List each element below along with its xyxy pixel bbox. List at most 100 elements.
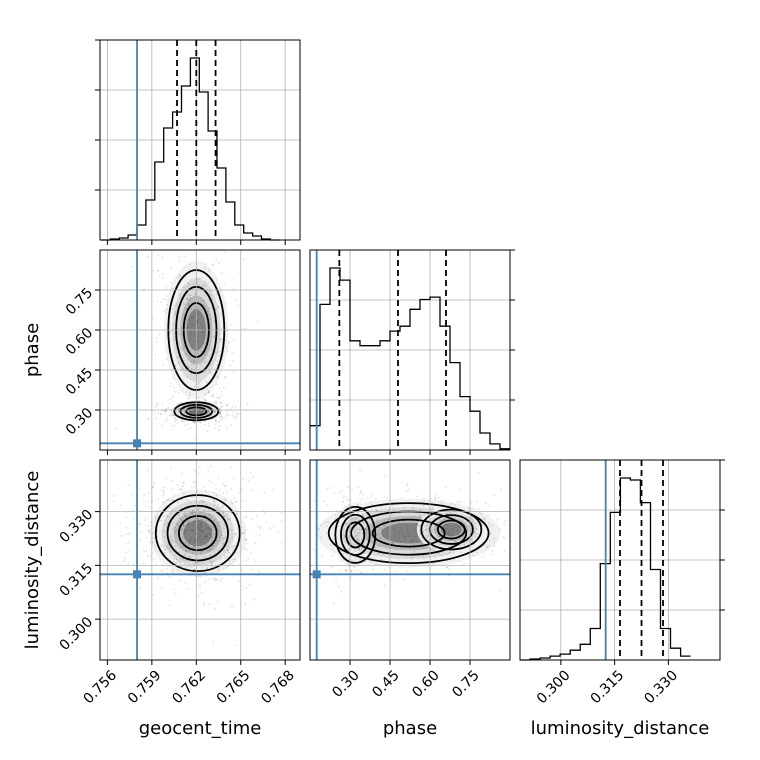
sample-point	[145, 537, 148, 539]
sample-point	[413, 544, 416, 546]
sample-point	[164, 548, 167, 551]
sample-point	[186, 528, 189, 531]
sample-point	[215, 309, 217, 311]
sample-point	[453, 529, 455, 532]
sample-point	[347, 549, 350, 552]
sample-point	[370, 561, 373, 564]
sample-point	[184, 515, 187, 518]
sample-point	[227, 514, 229, 516]
sample-point	[625, 581, 627, 583]
sample-point	[263, 491, 266, 494]
sample-point	[199, 584, 202, 587]
sample-point	[192, 412, 195, 414]
sample-point	[243, 258, 245, 260]
sample-point	[199, 518, 202, 521]
sample-point	[210, 528, 213, 531]
sample-point	[187, 428, 190, 430]
sample-point	[176, 523, 178, 525]
sample-point	[236, 559, 239, 561]
sample-point	[410, 539, 413, 542]
sample-point	[220, 390, 223, 393]
truth-point	[133, 439, 142, 448]
sample-point	[128, 532, 131, 535]
sample-point	[353, 543, 356, 545]
sample-point	[406, 570, 409, 572]
sample-point	[204, 535, 207, 538]
sample-point	[478, 512, 481, 514]
sample-point	[156, 300, 159, 303]
sample-point	[448, 551, 451, 554]
sample-point	[144, 505, 147, 507]
sample-point	[211, 395, 214, 398]
sample-point	[210, 554, 213, 557]
sample-point	[193, 546, 196, 549]
sample-point	[321, 554, 324, 557]
sample-point	[183, 420, 185, 423]
sample-point	[205, 507, 208, 510]
sample-point	[392, 541, 394, 544]
sample-point	[212, 544, 215, 547]
sample-point	[120, 534, 123, 537]
sample-point	[197, 472, 200, 475]
sample-point	[333, 525, 335, 528]
sample-point	[114, 428, 117, 430]
sample-point	[477, 471, 480, 474]
sample-point	[210, 563, 213, 566]
sample-point	[456, 525, 459, 528]
sample-point	[202, 299, 205, 302]
sample-point	[211, 536, 214, 539]
sample-point	[274, 531, 276, 533]
sample-point	[131, 509, 134, 511]
sample-point	[484, 502, 487, 505]
sample-point	[254, 542, 257, 545]
sample-point	[398, 521, 401, 524]
sample-point	[186, 286, 189, 289]
sample-point	[203, 335, 205, 337]
sample-point	[223, 386, 225, 389]
sample-point	[528, 514, 530, 516]
sample-point	[344, 496, 347, 499]
sample-point	[403, 578, 406, 580]
sample-point	[168, 547, 171, 550]
sample-point	[202, 330, 205, 333]
sample-point	[180, 414, 182, 417]
sample-point	[179, 489, 182, 491]
sample-point	[233, 533, 236, 535]
sample-point	[192, 283, 195, 286]
sample-point	[194, 408, 197, 410]
sample-point	[356, 538, 358, 541]
sample-point	[470, 538, 473, 541]
sample-point	[173, 554, 176, 557]
sample-point	[155, 515, 157, 518]
sample-point	[124, 551, 127, 554]
sample-point	[224, 302, 227, 305]
sample-point	[203, 353, 206, 356]
sample-point	[180, 529, 183, 531]
sample-point	[164, 413, 166, 415]
sample-point	[168, 575, 171, 578]
sample-point	[404, 535, 407, 538]
sample-point	[358, 493, 361, 495]
sample-point	[214, 411, 216, 414]
sample-point	[190, 486, 193, 488]
sample-point	[154, 417, 157, 420]
sample-point	[231, 548, 234, 551]
sample-point	[212, 533, 215, 535]
sample-point	[448, 534, 451, 537]
sample-point	[196, 320, 199, 323]
sample-point	[216, 578, 218, 580]
sample-point	[175, 545, 178, 547]
sample-point	[169, 467, 172, 470]
sample-point	[185, 319, 188, 322]
sample-point	[200, 541, 203, 544]
sample-point	[431, 508, 433, 511]
sample-point	[551, 463, 553, 465]
sample-point	[218, 333, 221, 336]
sample-point	[211, 528, 214, 531]
sample-point	[358, 539, 361, 542]
sample-point	[251, 568, 254, 571]
sample-point	[338, 585, 340, 588]
sample-point	[172, 540, 174, 542]
y-tick-label: 0.75	[63, 285, 96, 318]
sample-point	[433, 548, 436, 550]
